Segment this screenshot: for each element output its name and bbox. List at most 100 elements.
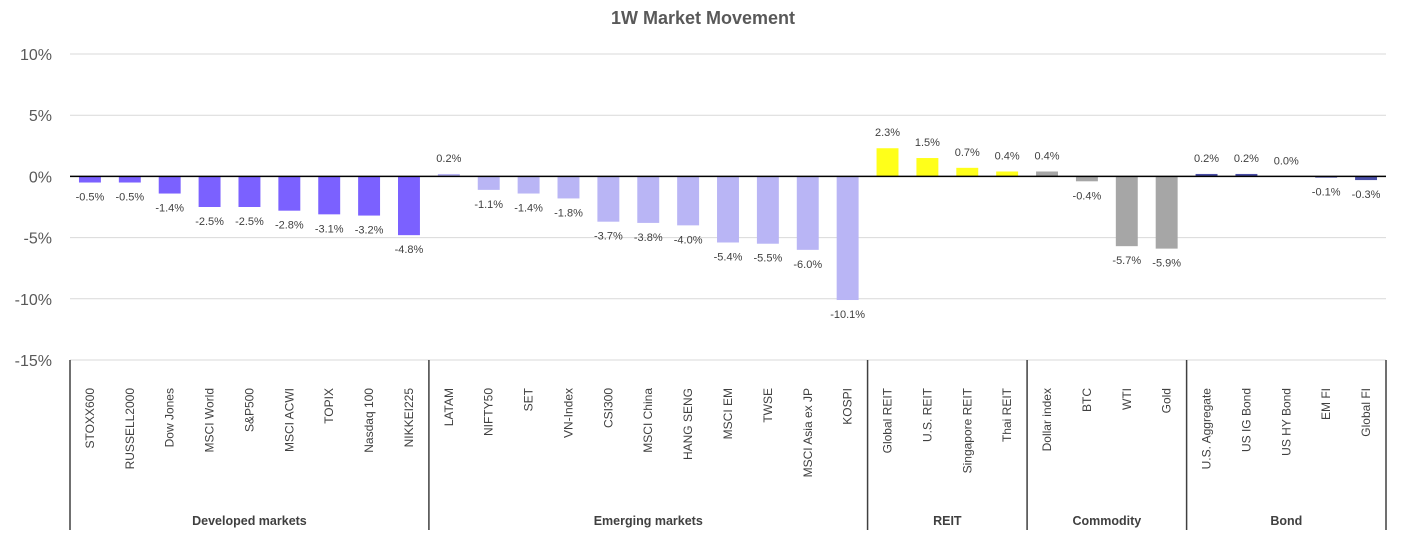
data-label: -5.9%: [1152, 258, 1181, 270]
x-tick-label: Global REIT: [881, 387, 895, 453]
data-label: -1.4%: [514, 203, 543, 215]
x-tick-label: MSCI China: [641, 388, 655, 453]
data-label: -5.7%: [1112, 255, 1141, 267]
x-tick-label: Thai REIT: [1000, 387, 1014, 442]
y-tick-label: 5%: [29, 108, 52, 125]
x-tick-label: HANG SENG: [681, 388, 695, 460]
x-tick-label: Dow Jones: [163, 388, 177, 447]
bar: [477, 176, 500, 190]
data-label: -3.7%: [594, 231, 623, 243]
y-tick-label: -5%: [24, 231, 52, 248]
data-label: -0.5%: [76, 192, 105, 204]
bar: [836, 176, 859, 301]
bar: [1115, 176, 1138, 247]
x-tick-label: SET: [522, 387, 536, 411]
data-label: -4.0%: [674, 234, 703, 246]
y-tick-label: 0%: [29, 169, 52, 186]
bar: [437, 173, 460, 177]
y-tick-label: -15%: [15, 353, 52, 370]
x-tick-label: MSCI EM: [721, 388, 735, 439]
x-tick-label: BTC: [1080, 388, 1094, 412]
bar: [318, 176, 341, 215]
bar: [677, 176, 700, 226]
data-label: -3.2%: [355, 225, 384, 237]
x-tick-label: MSCI World: [203, 388, 217, 452]
x-tick-label: RUSSELL2000: [123, 388, 137, 470]
y-tick-label: -10%: [15, 292, 52, 309]
data-label: -2.5%: [235, 216, 264, 228]
bar: [637, 176, 660, 223]
x-tick-label: NIFTY50: [482, 388, 496, 436]
group-label: Commodity: [1072, 514, 1141, 528]
bar: [118, 176, 141, 183]
x-tick-label: US IG Bond: [1239, 388, 1253, 452]
y-tick-label: 10%: [20, 47, 52, 64]
x-tick-label: EM FI: [1319, 388, 1333, 420]
data-label: -5.4%: [714, 251, 743, 263]
bar: [717, 176, 739, 243]
x-tick-label: Dollar index: [1040, 388, 1054, 451]
x-tick-label: U.S. Aggregate: [1200, 388, 1214, 470]
bar: [1195, 173, 1218, 177]
data-label: 0.2%: [1234, 153, 1259, 165]
x-tick-label: CSI300: [601, 388, 615, 428]
data-label: -6.0%: [793, 259, 822, 271]
x-tick-label: NIKKEI225: [402, 388, 416, 448]
x-tick-label: TWSE: [761, 388, 775, 423]
bar: [198, 176, 221, 207]
data-label: 0.2%: [436, 153, 461, 165]
data-label: 0.2%: [1194, 153, 1219, 165]
data-label: -0.4%: [1073, 190, 1102, 202]
x-tick-label: VN-Index: [561, 388, 575, 438]
bar: [358, 176, 381, 216]
bar: [1036, 171, 1058, 177]
x-tick-label: LATAM: [442, 388, 456, 426]
bar: [597, 176, 620, 222]
data-label: 0.7%: [955, 147, 980, 159]
bar: [1235, 173, 1258, 177]
data-label: -0.1%: [1312, 187, 1341, 199]
data-label: -5.5%: [754, 253, 783, 265]
bar: [1155, 176, 1178, 249]
x-tick-label: STOXX600: [83, 388, 97, 449]
bar: [238, 176, 261, 207]
bar: [996, 171, 1019, 177]
x-tick-label: S&P500: [242, 388, 256, 432]
x-axis: STOXX600 RUSSELL2000 Dow Jones MSCI World S&…: [69, 359, 1387, 530]
group-label: REIT: [933, 514, 962, 528]
data-label: -1.4%: [155, 203, 184, 215]
x-tick-label: KOSPI: [841, 388, 855, 425]
bar: [78, 176, 101, 183]
data-label: -0.5%: [115, 192, 144, 204]
x-tick-label: Global FI: [1359, 388, 1373, 437]
bar: [158, 176, 181, 194]
data-label: -1.8%: [554, 207, 583, 219]
group-label: Bond: [1270, 514, 1302, 528]
bar: [796, 176, 819, 250]
data-label: -2.8%: [275, 220, 304, 232]
data-label: 0.4%: [1034, 151, 1059, 163]
bar: [876, 148, 899, 177]
data-label: 0.4%: [995, 151, 1020, 163]
data-label: -3.1%: [315, 223, 344, 235]
x-tick-label: U.S. REIT: [920, 387, 934, 442]
bar: [756, 176, 779, 244]
data-label: -2.5%: [195, 216, 224, 228]
data-label: -1.1%: [474, 199, 503, 211]
x-tick-label: Singapore REIT: [960, 387, 974, 473]
data-labels: -0.5% -0.5% -1.4% -2.5% -2.5% -2.8% -3.1% -3.2%…: [76, 127, 1381, 321]
x-tick-label: MSCI ACWI: [282, 388, 296, 452]
group-label: Emerging markets: [594, 514, 703, 528]
bar: [517, 176, 540, 194]
data-label: -4.8%: [395, 244, 424, 256]
bar: [1355, 176, 1378, 181]
y-axis-ticks: 10% 5% 0% -5% -10% -15%: [15, 47, 52, 370]
x-tick-label: TOPIX: [322, 388, 336, 424]
bar: [557, 176, 580, 199]
bar: [916, 158, 939, 177]
bar: [398, 176, 420, 236]
x-tick-label: WTI: [1120, 388, 1134, 410]
data-label: -0.3%: [1352, 189, 1381, 201]
